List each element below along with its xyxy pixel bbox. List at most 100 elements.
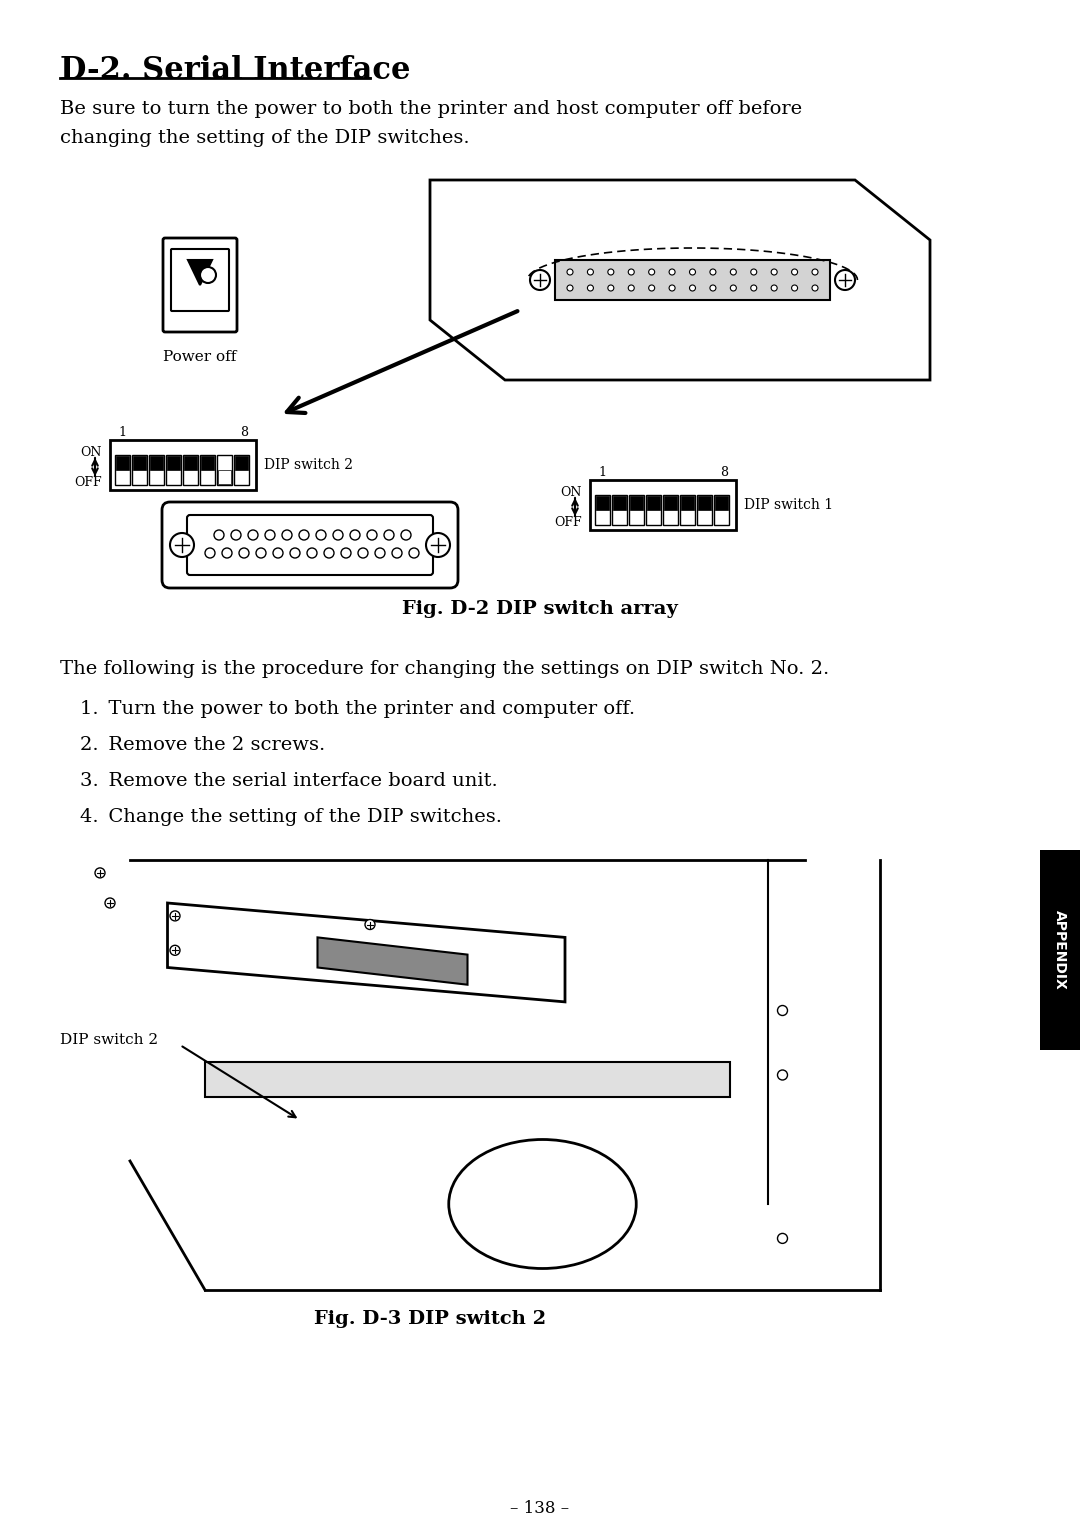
Circle shape <box>778 1070 787 1079</box>
Circle shape <box>409 547 419 558</box>
Circle shape <box>689 269 696 275</box>
Circle shape <box>629 269 634 275</box>
Bar <box>681 495 694 511</box>
Circle shape <box>649 269 654 275</box>
Bar <box>663 495 678 524</box>
Text: 1: 1 <box>118 425 126 439</box>
Circle shape <box>588 269 593 275</box>
Circle shape <box>170 534 194 557</box>
Circle shape <box>588 284 593 291</box>
Circle shape <box>341 547 351 558</box>
Text: Fig. D-2 DIP switch array: Fig. D-2 DIP switch array <box>402 599 678 618</box>
Bar <box>234 456 249 485</box>
Circle shape <box>730 284 737 291</box>
Bar <box>646 495 661 524</box>
Text: OFF: OFF <box>554 515 582 529</box>
Circle shape <box>670 269 675 275</box>
Text: 1: 1 <box>598 465 606 479</box>
Text: Fig. D-3 DIP switch 2: Fig. D-3 DIP switch 2 <box>314 1310 546 1329</box>
Bar <box>629 495 644 524</box>
Circle shape <box>299 531 309 540</box>
Circle shape <box>835 271 855 291</box>
Bar <box>201 456 214 469</box>
Bar <box>555 260 831 300</box>
Bar <box>714 495 729 524</box>
Circle shape <box>222 547 232 558</box>
Text: OFF: OFF <box>75 476 102 488</box>
Text: 8: 8 <box>240 425 248 439</box>
Text: APPENDIX: APPENDIX <box>1053 910 1067 989</box>
Bar <box>114 456 130 485</box>
Bar <box>116 456 129 469</box>
Circle shape <box>608 269 613 275</box>
Text: D-2. Serial Interface: D-2. Serial Interface <box>60 55 410 86</box>
Bar <box>1040 850 1080 1050</box>
Circle shape <box>710 284 716 291</box>
Circle shape <box>530 271 550 291</box>
Circle shape <box>95 868 105 878</box>
Circle shape <box>689 284 696 291</box>
Bar <box>205 1063 730 1096</box>
Polygon shape <box>167 904 565 1001</box>
Bar <box>715 495 728 511</box>
Circle shape <box>751 269 757 275</box>
Circle shape <box>200 268 216 283</box>
Bar <box>680 495 696 524</box>
Circle shape <box>350 531 360 540</box>
Circle shape <box>401 531 411 540</box>
Polygon shape <box>318 937 468 985</box>
Circle shape <box>367 531 377 540</box>
Circle shape <box>792 284 798 291</box>
Circle shape <box>248 531 258 540</box>
Circle shape <box>670 284 675 291</box>
Circle shape <box>792 269 798 275</box>
Circle shape <box>324 547 334 558</box>
Polygon shape <box>430 180 930 381</box>
Circle shape <box>170 945 180 956</box>
Circle shape <box>730 269 737 275</box>
Circle shape <box>357 547 368 558</box>
FancyBboxPatch shape <box>187 515 433 575</box>
Circle shape <box>567 284 573 291</box>
Text: ON: ON <box>561 486 581 498</box>
Circle shape <box>231 531 241 540</box>
Circle shape <box>567 269 573 275</box>
Circle shape <box>214 531 224 540</box>
Bar <box>217 456 232 485</box>
Text: ON: ON <box>80 445 102 459</box>
Bar <box>150 456 163 469</box>
Bar <box>110 440 256 489</box>
Bar <box>613 495 626 511</box>
Bar <box>184 456 197 469</box>
Circle shape <box>384 531 394 540</box>
Circle shape <box>205 547 215 558</box>
FancyBboxPatch shape <box>171 249 229 310</box>
Bar <box>697 495 712 524</box>
Bar <box>630 495 643 511</box>
Bar <box>590 480 735 531</box>
Circle shape <box>316 531 326 540</box>
Circle shape <box>333 531 343 540</box>
Text: Be sure to turn the power to both the printer and host computer off before
chang: Be sure to turn the power to both the pr… <box>60 99 802 147</box>
Circle shape <box>629 284 634 291</box>
Bar <box>133 456 146 469</box>
Circle shape <box>649 284 654 291</box>
Bar <box>612 495 627 524</box>
Circle shape <box>291 547 300 558</box>
Bar <box>595 495 610 524</box>
Bar <box>132 456 147 485</box>
Circle shape <box>778 1006 787 1015</box>
Circle shape <box>365 919 375 930</box>
Bar <box>167 456 180 469</box>
Polygon shape <box>188 260 212 284</box>
Circle shape <box>392 547 402 558</box>
Circle shape <box>265 531 275 540</box>
Text: DIP switch 1: DIP switch 1 <box>744 498 833 512</box>
Text: 8: 8 <box>720 465 728 479</box>
Text: 3. Remove the serial interface board unit.: 3. Remove the serial interface board uni… <box>80 772 498 790</box>
Circle shape <box>105 898 114 908</box>
Circle shape <box>771 269 778 275</box>
Text: DIP switch 2: DIP switch 2 <box>264 459 353 472</box>
Bar <box>166 456 181 485</box>
Circle shape <box>273 547 283 558</box>
